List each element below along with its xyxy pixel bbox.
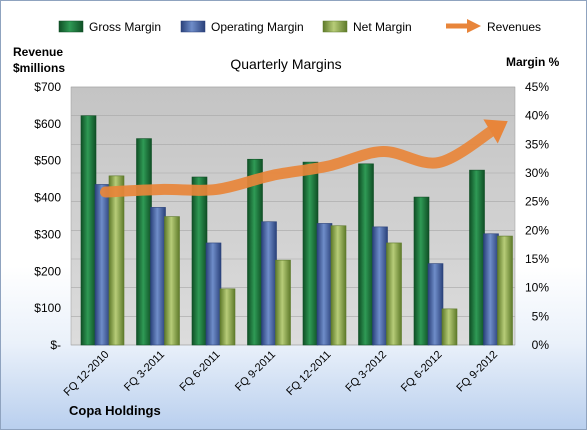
left-tick-label: $- (50, 338, 61, 352)
right-axis-ticks: 0% 5% 10% 15% 20% 25% 30% 35% 40% 45% (525, 80, 549, 352)
legend-arrow-head (467, 19, 481, 33)
legend-item-operating-margin: Operating Margin (180, 20, 304, 34)
legend-swatch-net (322, 20, 348, 33)
bar-net-margin (441, 308, 458, 346)
legend-swatch-gross (58, 20, 84, 33)
category-label: FQ 9-2012 (454, 349, 500, 395)
bar-gross-margin (191, 176, 208, 346)
bar-gross-margin (80, 115, 97, 346)
right-tick-label: 15% (525, 252, 549, 266)
left-tick-label: $200 (34, 264, 61, 278)
bar-gross-margin (358, 163, 374, 346)
bar-operating-margin (316, 223, 333, 346)
company-name: Copa Holdings (69, 403, 161, 418)
category-label: FQ 9-2011 (233, 349, 278, 394)
legend-label-revenues: Revenues (487, 20, 541, 34)
left-tick-label: $700 (34, 80, 61, 94)
bar-operating-margin (372, 226, 388, 346)
bar-gross-margin (136, 138, 152, 346)
left-tick-label: $600 (34, 117, 61, 131)
bar-operating-margin (150, 207, 166, 346)
bar-net-margin (330, 225, 347, 346)
bar-net-margin (497, 235, 513, 346)
category-label: FQ 6-2011 (178, 349, 223, 394)
legend-item-revenues: Revenues (446, 19, 541, 34)
bar-operating-margin (94, 184, 111, 346)
left-tick-label: $100 (34, 301, 61, 315)
bar-gross-margin (413, 196, 430, 346)
legend: Gross Margin Operating Margin Net Margin… (58, 19, 541, 34)
right-tick-label: 30% (525, 166, 549, 180)
left-tick-label: $300 (34, 227, 61, 241)
bar-net-margin (164, 216, 180, 346)
revenue-arrow-head (483, 119, 508, 144)
bar-net-margin (386, 242, 402, 346)
left-axis-label-line1: Revenue (13, 45, 63, 59)
right-tick-label: 5% (532, 309, 550, 323)
category-label: FQ 12-2010 (62, 349, 112, 399)
right-axis-label: Margin % (506, 55, 560, 69)
bar-net-margin (108, 175, 125, 346)
right-tick-label: 20% (525, 223, 549, 237)
bar-operating-margin (205, 242, 222, 346)
revenue-line-group (100, 119, 508, 198)
right-tick-label: 45% (525, 80, 549, 94)
left-axis-label-line2: $millions (13, 61, 65, 75)
revenue-line (100, 123, 500, 198)
bar-net-margin (275, 259, 291, 346)
left-tick-label: $500 (34, 154, 61, 168)
bar-gross-margin (302, 161, 319, 346)
category-label: FQ 3-2011 (122, 349, 167, 394)
legend-label-net: Net Margin (353, 20, 412, 34)
right-tick-label: 25% (525, 195, 549, 209)
chart-title: Quarterly Margins (230, 56, 341, 72)
bar-net-margin (219, 288, 236, 346)
legend-label-gross: Gross Margin (89, 20, 161, 34)
category-labels: FQ 12-2010 FQ 3-2011 FQ 6-2011 FQ 9-2011 FQ … (62, 349, 500, 399)
legend-item-net-margin: Net Margin (322, 20, 412, 34)
legend-label-operating: Operating Margin (211, 20, 304, 34)
right-tick-label: 10% (525, 281, 549, 295)
category-label: FQ 12-2011 (284, 349, 333, 398)
right-tick-label: 0% (532, 338, 550, 352)
right-tick-label: 40% (525, 109, 549, 123)
category-label: FQ 6-2012 (399, 349, 445, 395)
left-tick-label: $400 (34, 191, 61, 205)
bar-operating-margin (483, 233, 499, 346)
left-axis-ticks: $- $100 $200 $300 $400 $500 $600 $700 (34, 80, 61, 352)
bar-operating-margin (427, 263, 444, 346)
right-tick-label: 35% (525, 137, 549, 151)
legend-item-gross-margin: Gross Margin (58, 20, 161, 34)
bar-gross-margin (469, 169, 485, 346)
bar-operating-margin (261, 221, 277, 346)
category-label: FQ 3-2012 (343, 349, 389, 395)
bars-group (80, 115, 513, 346)
legend-swatch-operating (180, 20, 206, 33)
